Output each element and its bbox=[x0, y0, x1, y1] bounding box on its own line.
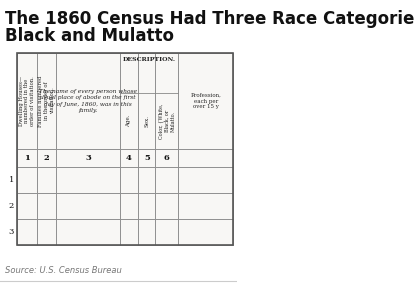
Text: Color, {White,
Black, or
Mulatto.: Color, {White, Black, or Mulatto. bbox=[158, 103, 176, 139]
Bar bbox=[138, 53, 156, 149]
Bar bbox=[178, 167, 233, 193]
Bar bbox=[17, 53, 37, 149]
Text: Families numbered
in the order of
visitation.: Families numbered in the order of visita… bbox=[38, 75, 55, 127]
Text: Source: U.S. Census Bureau: Source: U.S. Census Bureau bbox=[5, 266, 121, 275]
Bar bbox=[120, 53, 138, 149]
Text: 2: 2 bbox=[44, 154, 49, 162]
Bar bbox=[156, 219, 178, 245]
Bar bbox=[138, 167, 156, 193]
Bar bbox=[17, 53, 233, 245]
Text: DESCRIPTION.: DESCRIPTION. bbox=[122, 57, 176, 62]
Bar bbox=[120, 219, 138, 245]
Bar bbox=[56, 219, 120, 245]
Bar bbox=[138, 149, 156, 167]
Bar bbox=[37, 193, 56, 219]
Text: 5: 5 bbox=[144, 154, 150, 162]
Bar bbox=[178, 219, 233, 245]
Text: 1: 1 bbox=[24, 154, 30, 162]
Bar bbox=[178, 149, 233, 167]
Bar bbox=[56, 149, 120, 167]
Bar bbox=[178, 53, 233, 149]
Text: 6: 6 bbox=[164, 154, 170, 162]
Text: Black and Mulatto: Black and Mulatto bbox=[5, 27, 173, 45]
Bar bbox=[37, 219, 56, 245]
Bar bbox=[37, 53, 56, 149]
Text: Dwelling Houses—
numbered in the
order of visitation.: Dwelling Houses— numbered in the order o… bbox=[19, 76, 35, 126]
Bar bbox=[56, 53, 120, 149]
Text: 1: 1 bbox=[9, 176, 14, 184]
Text: The 1860 Census Had Three Race Categories: White,: The 1860 Census Had Three Race Categorie… bbox=[5, 10, 415, 28]
Bar bbox=[178, 193, 233, 219]
Bar bbox=[120, 193, 138, 219]
Bar bbox=[56, 193, 120, 219]
Text: 4: 4 bbox=[126, 154, 132, 162]
Bar bbox=[156, 53, 178, 149]
Bar bbox=[17, 193, 37, 219]
Bar bbox=[138, 193, 156, 219]
Text: Profession,
each per
over 15 y: Profession, each per over 15 y bbox=[190, 93, 221, 109]
Bar bbox=[17, 167, 37, 193]
Bar bbox=[156, 167, 178, 193]
Bar bbox=[37, 149, 56, 167]
Text: Sex.: Sex. bbox=[144, 115, 149, 127]
Bar bbox=[17, 149, 37, 167]
Bar bbox=[37, 167, 56, 193]
Text: 3: 3 bbox=[9, 228, 14, 236]
Bar bbox=[120, 149, 138, 167]
Bar bbox=[120, 167, 138, 193]
Bar bbox=[56, 167, 120, 193]
Text: 2: 2 bbox=[9, 202, 14, 210]
Text: 3: 3 bbox=[85, 154, 91, 162]
Bar bbox=[17, 219, 37, 245]
Bar bbox=[138, 219, 156, 245]
Text: Age.: Age. bbox=[127, 115, 132, 127]
Bar bbox=[156, 149, 178, 167]
Bar bbox=[156, 193, 178, 219]
Text: The name of every person whose
usual place of abode on the first
day of June, 18: The name of every person whose usual pla… bbox=[39, 89, 137, 113]
